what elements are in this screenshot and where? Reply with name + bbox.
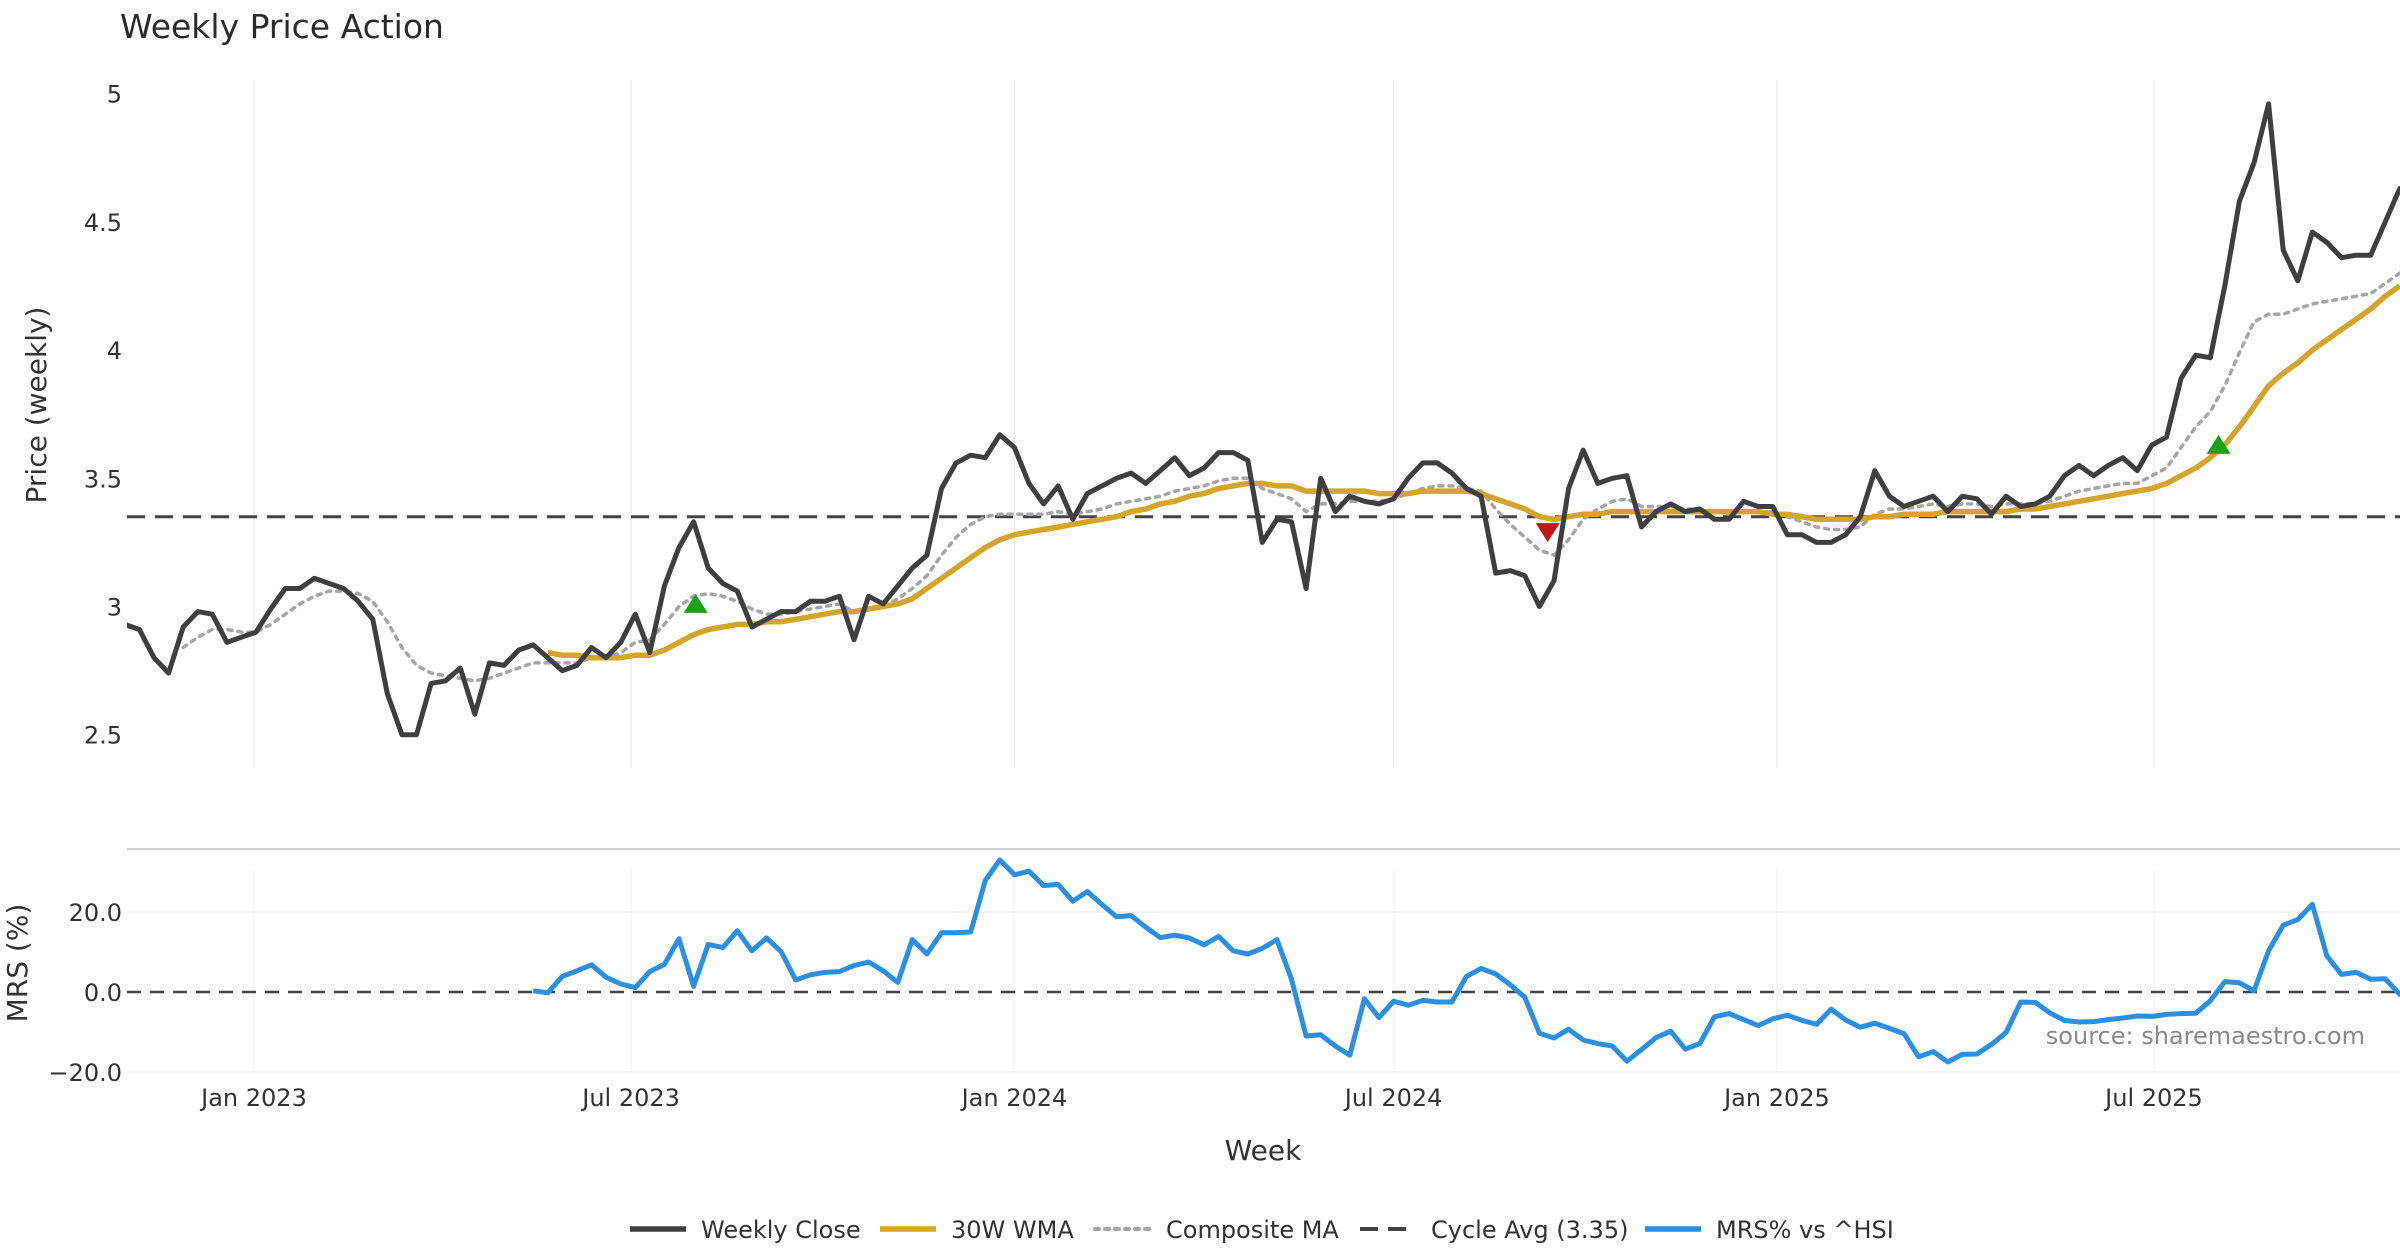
vertical-gridlines xyxy=(253,80,2155,1072)
legend: Weekly Close 30W WMA Composite MA Cycle Avg… xyxy=(630,1216,1894,1244)
mrs-panel: −20.0 0.0 20.0 xyxy=(48,857,2400,1087)
price-y-tick-3: 3 xyxy=(107,593,122,621)
legend-label-30w-wma: 30W WMA xyxy=(951,1216,1074,1244)
legend-label-weekly-close: Weekly Close xyxy=(701,1216,861,1244)
price-y-tick-5: 5 xyxy=(107,81,122,109)
x-axis: Jan 2023 Jul 2023 Jan 2024 Jul 2024 Jan 2025… xyxy=(199,1084,2203,1112)
price-y-tick-4: 4 xyxy=(107,337,122,365)
mrs-y-tick-0-0: 0.0 xyxy=(84,979,122,1007)
buy-signal-marker-3 xyxy=(2206,434,2231,454)
source-watermark: source: sharemaestro.com xyxy=(2046,1022,2365,1050)
price-y-axis-title: Price (weekly) xyxy=(20,307,53,504)
x-tick-label-jul-2024: Jul 2024 xyxy=(1343,1084,1443,1112)
weekly-close-line xyxy=(127,101,2400,738)
legend-label-cycle-avg-3-35: Cycle Avg (3.35) xyxy=(1431,1216,1628,1244)
legend-label-mrs-vs-hsi: MRS% vs ^HSI xyxy=(1716,1216,1894,1244)
x-tick-label-jan-2025: Jan 2025 xyxy=(1722,1084,1830,1112)
x-axis-title: Week xyxy=(1225,1134,1302,1167)
price-plot-area xyxy=(127,101,2400,738)
price-y-tick-3-5: 3.5 xyxy=(84,465,122,493)
price-panel: 2.5 3 3.5 4 4.5 5 xyxy=(84,81,2400,750)
x-tick-label-jan-2023: Jan 2023 xyxy=(199,1084,307,1112)
mrs-plot-area xyxy=(127,857,2400,1065)
mrs-y-axis-title: MRS (%) xyxy=(1,904,34,1023)
price-y-tick-4-5: 4.5 xyxy=(84,209,122,237)
mrs-line xyxy=(532,857,2400,1065)
price-y-tick-2-5: 2.5 xyxy=(84,722,122,750)
x-tick-label-jan-2024: Jan 2024 xyxy=(960,1084,1068,1112)
mrs-y-tick-20-0: 20.0 xyxy=(69,899,122,927)
sell-signal-marker-2 xyxy=(1535,523,1560,543)
mrs-y-tick-20-0: −20.0 xyxy=(48,1059,122,1087)
x-tick-label-jul-2023: Jul 2023 xyxy=(580,1084,680,1112)
chart-title: Weekly Price Action xyxy=(120,7,444,46)
x-tick-label-jul-2025: Jul 2025 xyxy=(2103,1084,2203,1112)
legend-label-composite-ma: Composite MA xyxy=(1166,1216,1339,1244)
buy-signal-marker-1 xyxy=(683,593,708,613)
